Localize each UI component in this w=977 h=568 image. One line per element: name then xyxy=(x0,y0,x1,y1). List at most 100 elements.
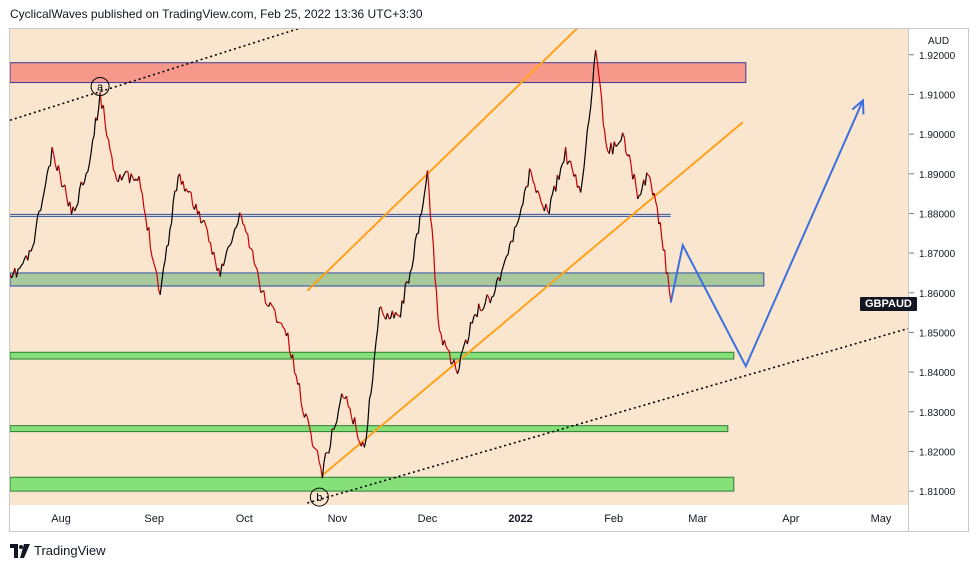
price-segment[interactable] xyxy=(227,244,231,248)
price-segment[interactable] xyxy=(219,263,223,277)
price-segment[interactable] xyxy=(617,142,620,145)
price-segment[interactable] xyxy=(417,216,421,234)
price-zone-3[interactable] xyxy=(10,425,729,433)
price-segment[interactable] xyxy=(239,212,242,216)
price-segment[interactable] xyxy=(489,296,493,304)
price-segment[interactable] xyxy=(357,438,361,443)
price-segment[interactable] xyxy=(422,193,426,205)
price-segment[interactable] xyxy=(656,207,660,224)
price-segment[interactable] xyxy=(156,273,160,290)
price-segment[interactable] xyxy=(235,222,239,228)
price-segment[interactable] xyxy=(172,190,176,202)
price-segment[interactable] xyxy=(253,263,257,268)
price-segment[interactable] xyxy=(96,108,100,121)
price-segment[interactable] xyxy=(604,131,607,145)
price-segment[interactable] xyxy=(310,433,314,446)
price-segment[interactable] xyxy=(339,393,343,403)
price-segment[interactable] xyxy=(92,135,95,141)
price-segment[interactable] xyxy=(15,268,19,278)
price-segment[interactable] xyxy=(551,185,555,195)
price-segment[interactable] xyxy=(583,149,587,168)
price-segment[interactable] xyxy=(41,192,45,202)
price-segment[interactable] xyxy=(166,244,169,247)
price-segment[interactable] xyxy=(30,246,34,252)
price-segment[interactable] xyxy=(382,312,385,317)
price-segment[interactable] xyxy=(575,174,578,188)
price-segment[interactable] xyxy=(403,284,406,304)
price-segment[interactable] xyxy=(272,307,276,312)
price-segment[interactable] xyxy=(602,122,606,132)
price-segment[interactable] xyxy=(263,290,267,303)
price-segment[interactable] xyxy=(468,322,472,337)
price-segment[interactable] xyxy=(20,263,24,266)
price-segment[interactable] xyxy=(365,424,369,440)
price-segment[interactable] xyxy=(247,233,250,248)
price-segment[interactable] xyxy=(483,302,486,309)
price-segment[interactable] xyxy=(182,180,186,192)
price-segment[interactable] xyxy=(595,49,598,61)
price-segment[interactable] xyxy=(347,406,351,409)
price-segment[interactable] xyxy=(213,251,216,262)
price-segment[interactable] xyxy=(222,259,226,267)
price-segment[interactable] xyxy=(102,105,106,124)
price-segment[interactable] xyxy=(393,312,397,319)
price-segment[interactable] xyxy=(242,223,245,227)
price-segment[interactable] xyxy=(434,278,438,292)
price-segment[interactable] xyxy=(491,295,494,298)
price-segment[interactable] xyxy=(124,170,127,174)
price-segment[interactable] xyxy=(333,425,336,430)
price-segment[interactable] xyxy=(278,321,281,324)
price-segment[interactable] xyxy=(512,227,516,242)
price-segment[interactable] xyxy=(494,280,498,291)
price-segment[interactable] xyxy=(189,190,192,194)
price-segment[interactable] xyxy=(373,341,377,358)
price-segment[interactable] xyxy=(453,359,457,370)
price-segment[interactable] xyxy=(492,290,496,297)
price-segment[interactable] xyxy=(256,270,260,281)
price-segment[interactable] xyxy=(74,206,77,212)
price-segment[interactable] xyxy=(570,161,573,170)
price-segment[interactable] xyxy=(429,217,433,228)
price-segment[interactable] xyxy=(305,413,309,419)
price-segment[interactable] xyxy=(159,281,163,295)
price-segment[interactable] xyxy=(79,181,82,189)
price-segment[interactable] xyxy=(585,130,588,150)
price-segment[interactable] xyxy=(208,241,211,244)
price-segment[interactable] xyxy=(151,256,155,263)
price-segment[interactable] xyxy=(251,250,255,264)
price-segment[interactable] xyxy=(501,266,504,272)
price-segment[interactable] xyxy=(399,300,403,318)
price-segment[interactable] xyxy=(271,305,274,308)
price-segment[interactable] xyxy=(377,308,381,329)
price-segment[interactable] xyxy=(428,189,432,218)
price-segment[interactable] xyxy=(27,250,30,261)
price-segment[interactable] xyxy=(274,311,278,323)
price-segment[interactable] xyxy=(162,260,166,269)
price-segment[interactable] xyxy=(506,253,509,257)
price-segment[interactable] xyxy=(51,146,55,155)
price-segment[interactable] xyxy=(555,174,559,192)
dotted-trendline-1[interactable] xyxy=(307,327,908,504)
price-segment[interactable] xyxy=(605,144,609,152)
price-segment[interactable] xyxy=(114,172,118,181)
price-segment[interactable] xyxy=(185,188,189,193)
price-segment[interactable] xyxy=(109,149,113,157)
price-segment[interactable] xyxy=(313,447,317,450)
price-segment[interactable] xyxy=(370,379,374,393)
price-segment[interactable] xyxy=(637,195,640,200)
price-segment[interactable] xyxy=(300,402,304,412)
price-segment[interactable] xyxy=(591,64,595,90)
price-segment[interactable] xyxy=(90,140,94,154)
price-segment[interactable] xyxy=(112,169,116,174)
price-segment[interactable] xyxy=(19,265,22,269)
price-segment[interactable] xyxy=(171,201,174,223)
price-segment[interactable] xyxy=(312,445,315,449)
price-segment[interactable] xyxy=(448,351,452,365)
price-zone-4[interactable] xyxy=(10,476,735,492)
price-segment[interactable] xyxy=(234,226,237,230)
price-segment[interactable] xyxy=(316,450,320,462)
price-segment[interactable] xyxy=(426,170,430,190)
price-segment[interactable] xyxy=(35,216,39,229)
price-segment[interactable] xyxy=(226,246,229,252)
footer[interactable]: TradingView xyxy=(10,543,106,558)
